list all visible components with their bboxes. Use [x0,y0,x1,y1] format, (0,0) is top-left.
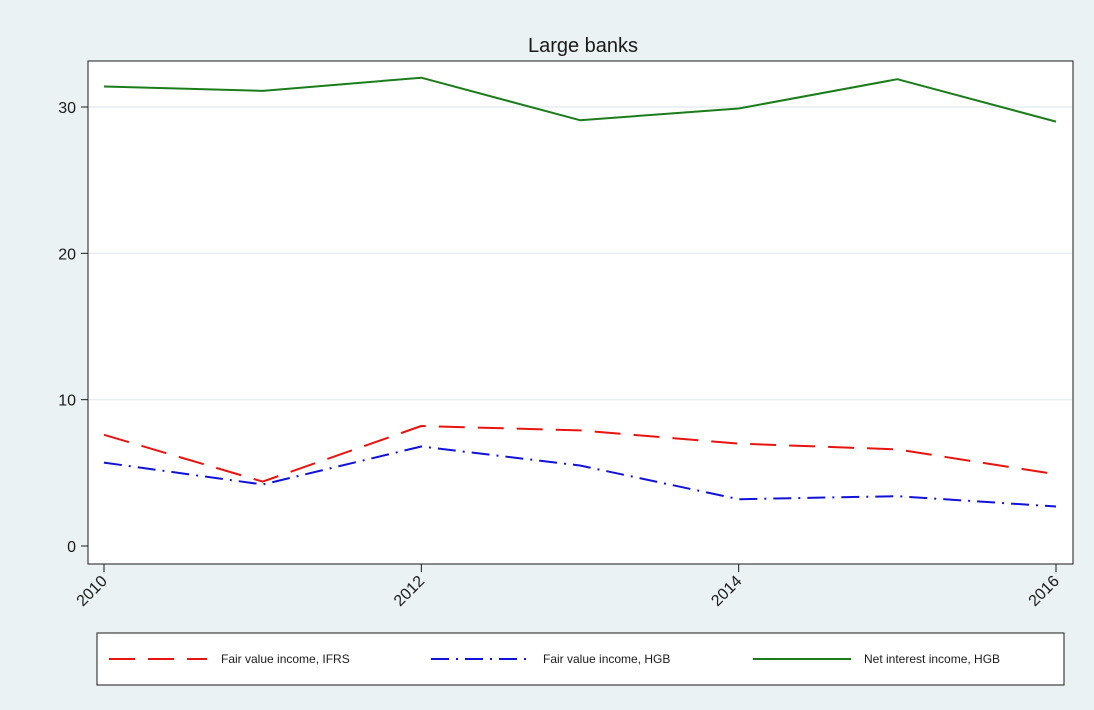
chart-title: Large banks [528,35,638,57]
y-axis: 0 10 20 30 [58,100,88,556]
legend-box [96,632,1065,686]
x-tick-label: 2014 [708,573,745,610]
plot-area [87,60,1074,565]
y-tick-label: 10 [58,393,76,410]
legend-label-2: Fair value income, HGB [543,652,670,666]
gridlines [89,106,1072,401]
x-axis: 2010 2012 2014 2016 [74,564,1063,610]
series-line-3 [103,76,1057,123]
legend: Fair value income, IFRS Fair value income… [96,632,1065,686]
series-lines [103,76,1057,508]
y-tick-label: 20 [58,246,76,263]
x-tick-label: 2010 [74,573,111,610]
series-line-2 [103,445,1057,508]
series-line-1 [103,425,1057,483]
x-tick-label: 2012 [391,573,428,610]
x-tick-label: 2016 [1026,573,1063,610]
legend-label-1: Fair value income, IFRS [221,652,350,666]
y-tick-label: 0 [67,539,76,556]
legend-label-3: Net interest income, HGB [864,652,1000,666]
y-tick-label: 30 [58,100,76,117]
